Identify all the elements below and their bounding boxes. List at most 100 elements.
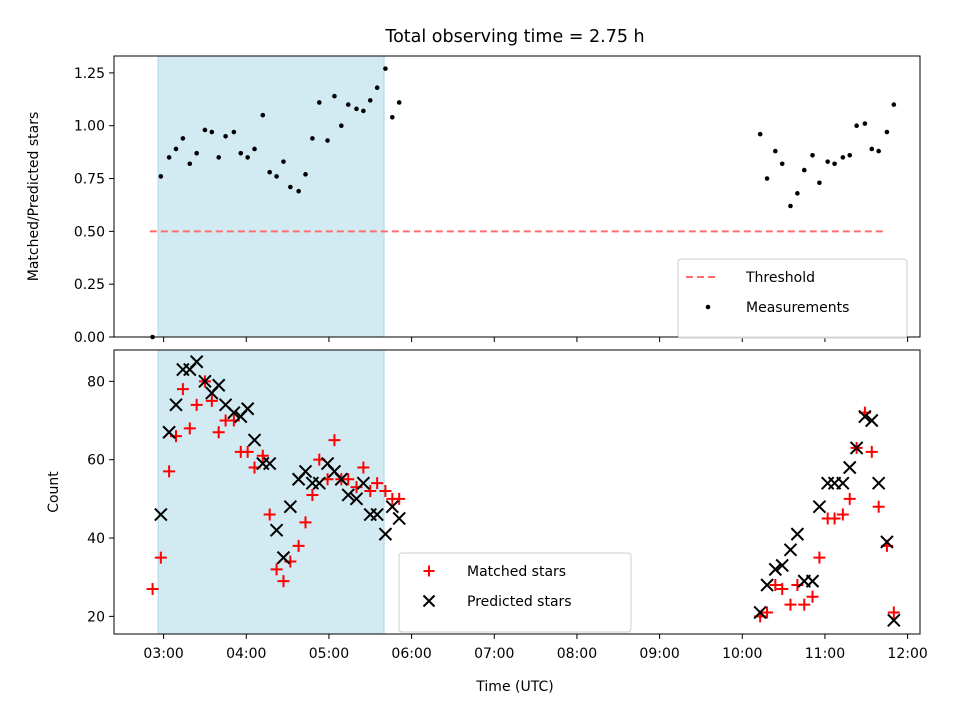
- measurements-point: [281, 159, 286, 164]
- measurements-points: [150, 66, 897, 340]
- top-y-tick-label: 0.00: [74, 330, 105, 346]
- measurements-point: [840, 155, 846, 160]
- predicted-stars-point: [843, 460, 857, 475]
- measurements-point: [296, 188, 301, 194]
- matched-stars-point: [270, 563, 283, 576]
- matched-stars-point: [146, 582, 159, 595]
- predicted-stars-point: [849, 441, 864, 455]
- matched-stars-point: [292, 539, 305, 552]
- measurements-point: [158, 174, 164, 179]
- measurements-point: [187, 161, 193, 167]
- predicted-stars-point: [768, 562, 783, 577]
- top-y-axis: 0.00 0.25 0.50 0.75 1.00 1.25: [74, 66, 114, 346]
- measurements-point: [801, 167, 807, 173]
- predicted-stars-point: [198, 374, 212, 389]
- x-tick-label: 05:00: [309, 646, 349, 662]
- predicted-stars-point: [775, 558, 789, 573]
- predicted-stars-point: [370, 507, 384, 522]
- matched-stars-point: [241, 445, 254, 458]
- measurements-point: [173, 146, 179, 152]
- bottom-x-axis: 03:00 04:00 05:00 06:00 07:00 08:00 09:00 10:00…: [143, 634, 928, 662]
- x-tick-label: 11:00: [805, 646, 845, 662]
- measurements-point: [390, 114, 395, 120]
- predicted-stars-point: [334, 472, 349, 486]
- measurements-point: [383, 66, 388, 71]
- matched-stars-point: [806, 590, 819, 603]
- count-points: [146, 355, 901, 627]
- bottom-y-axis: 20 40 60 80: [87, 374, 114, 625]
- top-y-tick-label: 0.50: [74, 224, 105, 240]
- predicted-stars-point: [812, 499, 827, 514]
- legend-label: Threshold: [745, 270, 815, 286]
- matched-stars-point: [828, 512, 841, 525]
- predicted-stars-point: [227, 405, 241, 420]
- predicted-stars-point: [865, 413, 879, 428]
- matched-stars-point: [776, 582, 789, 595]
- measurements-point: [757, 131, 763, 137]
- measurements-point: [854, 123, 859, 129]
- measurements-point: [817, 180, 822, 186]
- measurements-point: [367, 98, 373, 103]
- top-legend: Threshold Measurements: [677, 258, 908, 339]
- matched-stars-point: [154, 551, 167, 564]
- predicted-stars-point: [162, 425, 176, 439]
- predicted-stars-point: [240, 402, 255, 416]
- predicted-stars-point: [169, 398, 183, 412]
- matched-stars-point: [357, 461, 370, 474]
- top-y-tick-label: 0.25: [74, 277, 105, 293]
- matched-stars-point: [342, 473, 355, 486]
- measurements-point: [847, 153, 853, 158]
- matched-stars-point: [813, 551, 826, 564]
- measurements-point: [773, 148, 778, 154]
- matched-stars-point: [784, 598, 797, 611]
- measurements-point: [396, 100, 402, 105]
- predicted-stars-point: [385, 499, 400, 514]
- matched-stars-point: [865, 445, 878, 458]
- matched-stars-point: [872, 500, 885, 513]
- top-shaded-region: [157, 55, 385, 338]
- matched-stars-point: [212, 426, 225, 439]
- measurements-point: [795, 191, 800, 196]
- measurements-point: [325, 138, 330, 143]
- matched-stars-point: [183, 422, 196, 435]
- matched-stars-point: [256, 449, 269, 462]
- matched-stars-point: [299, 516, 312, 529]
- predicted-stars-point: [783, 543, 798, 557]
- x-tick-label: 08:00: [557, 646, 597, 662]
- bottom-legend-box: [398, 552, 632, 633]
- predicted-stars-point: [378, 527, 393, 541]
- measurements-point: [194, 150, 199, 156]
- predicted-stars-point: [341, 488, 355, 502]
- measurements-point: [245, 155, 250, 160]
- matched-stars-point: [190, 398, 203, 411]
- chart-title: Total observing time = 2.75 h: [384, 27, 644, 47]
- predicted-stars-point: [858, 409, 872, 424]
- legend-label: Measurements: [746, 300, 849, 316]
- top-observation-span: [157, 55, 385, 338]
- measurements-point: [374, 85, 380, 90]
- measurements-point: [788, 203, 793, 209]
- bottom-y-tick-label: 20: [87, 609, 105, 625]
- bottom-y-tick-label: 80: [87, 374, 105, 390]
- predicted-stars-point: [312, 476, 326, 490]
- x-tick-label: 10:00: [722, 646, 762, 662]
- matched-stars-point: [176, 383, 189, 396]
- measurements-point: [180, 136, 186, 141]
- matched-stars-point: [306, 488, 319, 501]
- measurements-point: [303, 172, 308, 177]
- measurements-point: [884, 129, 890, 135]
- predicted-stars-point: [189, 355, 204, 369]
- measurements-point: [869, 146, 875, 152]
- measurements-point: [891, 102, 897, 107]
- matched-stars-point: [263, 508, 276, 521]
- top-legend-box: [677, 258, 908, 339]
- predicted-stars-point: [392, 511, 406, 526]
- measurements-point: [260, 112, 266, 118]
- measurements-point: [332, 93, 337, 99]
- matched-stars-point: [163, 465, 176, 478]
- measurements-point: [209, 129, 215, 135]
- legend-label: Matched stars: [467, 564, 566, 580]
- measurements-point: [832, 161, 837, 167]
